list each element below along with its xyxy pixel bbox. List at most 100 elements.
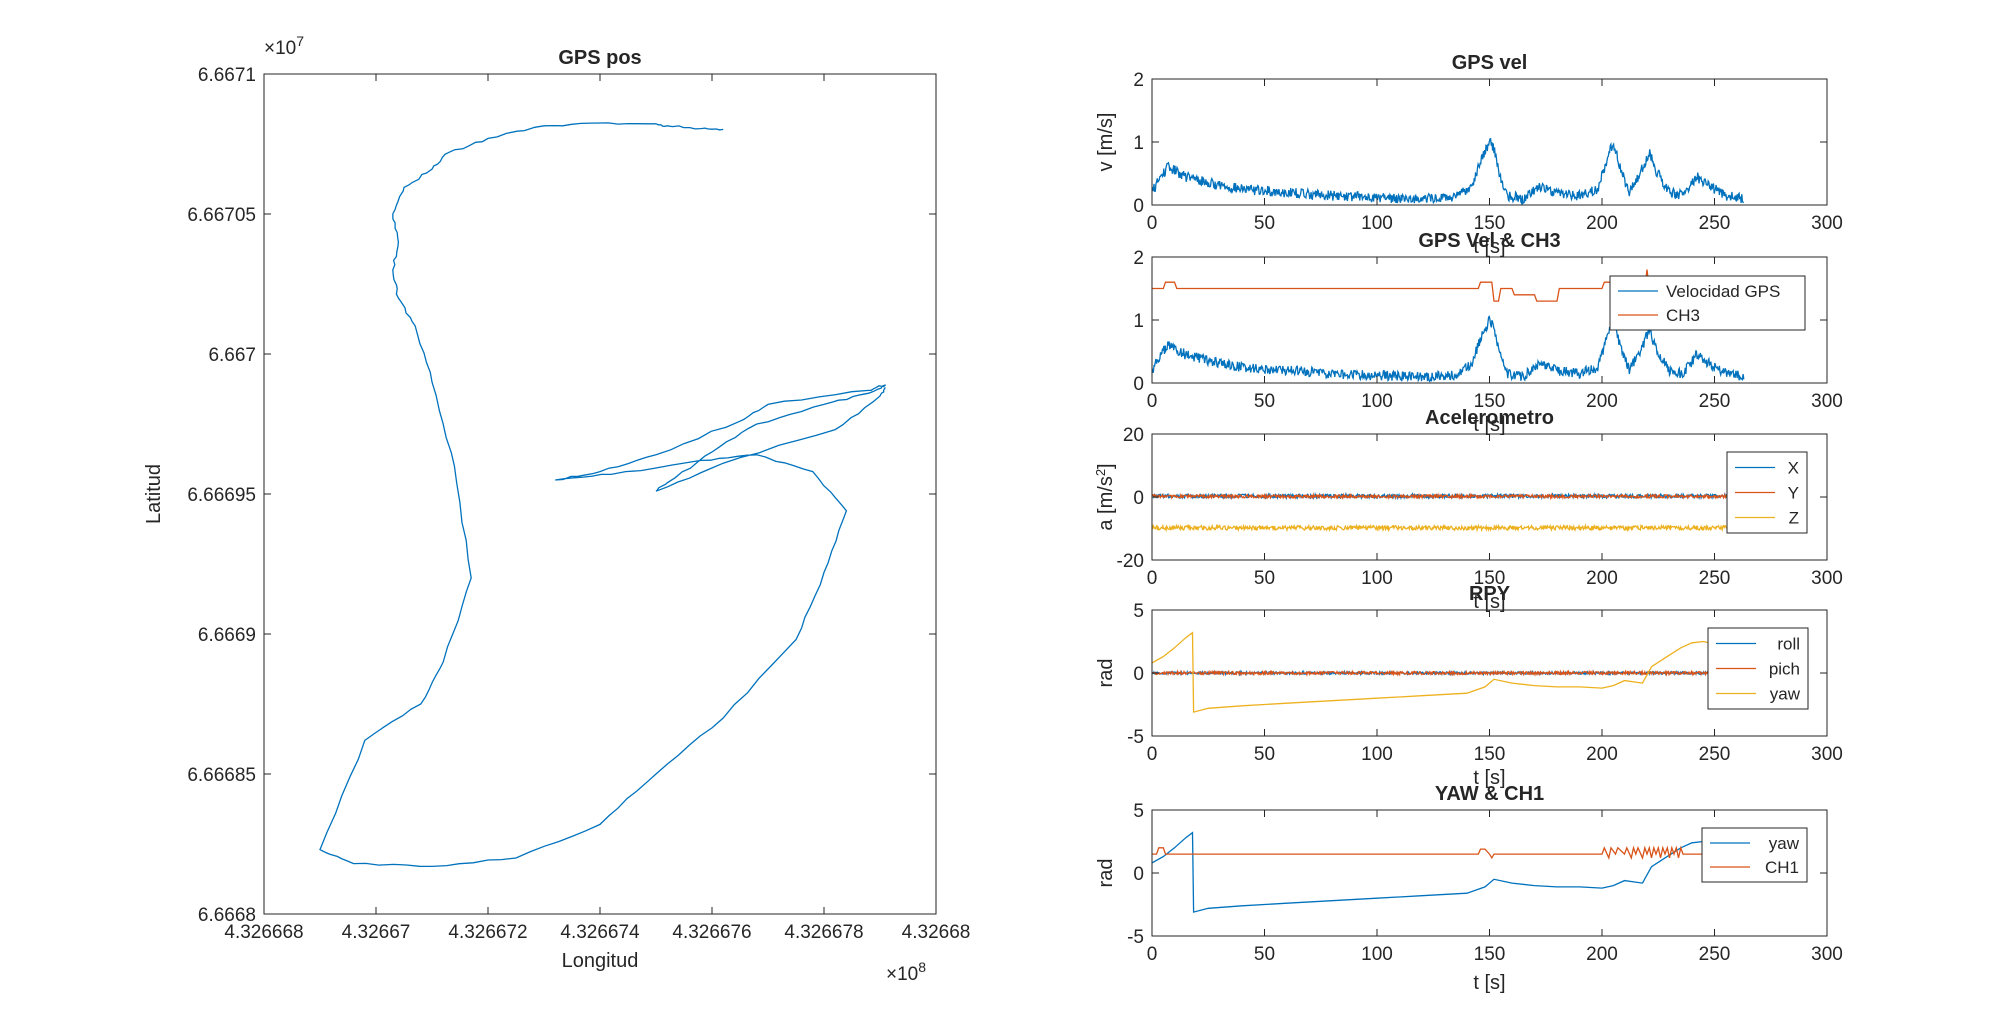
x-tick-label: 0 <box>1147 391 1158 412</box>
x-tick-label: 250 <box>1699 744 1731 765</box>
y-tick-label: 6.6669 <box>198 625 256 646</box>
x-tick-label: 200 <box>1586 391 1618 412</box>
x-tick-label: 100 <box>1361 944 1393 965</box>
x-tick-label: 200 <box>1586 213 1618 234</box>
series-line-yaw_ch1-0 <box>1152 831 1726 913</box>
legend-entry: Z <box>1789 509 1799 528</box>
series-line-acelerometro-1 <box>1152 492 1729 501</box>
chart-title: YAW & CH1 <box>1435 783 1544 805</box>
legend-yaw_ch1: yaw CH1 <box>1701 827 1808 883</box>
series-line-gps_pos-0 <box>319 122 887 868</box>
y-tick-label: 6.667 <box>208 345 256 366</box>
y-tick-label: 5 <box>1133 801 1144 822</box>
y-tick-label: 6.66685 <box>187 765 256 786</box>
series-line-yaw_ch1-1 <box>1152 845 1744 860</box>
y-exponent-label: ×107 <box>264 33 304 59</box>
x-tick-label: 150 <box>1474 568 1506 589</box>
x-axis-label: t [s] <box>1473 414 1505 436</box>
chart-title: Acelerometro <box>1425 407 1554 429</box>
x-tick-label: 100 <box>1361 744 1393 765</box>
x-exponent-label: ×108 <box>886 959 926 985</box>
legend-gps_vel_ch3: Velocidad GPS CH3 <box>1609 275 1806 331</box>
legend-rpy: roll pich yaw <box>1707 627 1809 710</box>
x-tick-label: 0 <box>1147 568 1158 589</box>
x-tick-label: 50 <box>1254 568 1275 589</box>
legend-entry: Velocidad GPS <box>1666 282 1780 301</box>
x-tick-label: 4.326676 <box>672 922 751 943</box>
x-tick-label: 4.326674 <box>560 922 640 943</box>
y-tick-label: 0 <box>1133 374 1144 395</box>
x-tick-label: 300 <box>1811 213 1843 234</box>
legend-box <box>1701 827 1808 883</box>
y-tick-label: -20 <box>1117 551 1144 572</box>
y-tick-label: 6.66695 <box>187 485 256 506</box>
legend-entry: CH1 <box>1765 858 1799 877</box>
series-line-rpy-1 <box>1152 669 1729 677</box>
y-tick-label: -5 <box>1127 927 1144 948</box>
x-tick-label: 0 <box>1147 213 1158 234</box>
series-line-gps_vel_ch3-0 <box>1152 315 1745 383</box>
legend-entry: pich <box>1769 660 1800 679</box>
series-line-rpy-2 <box>1152 631 1726 713</box>
chart-gps_pos: 4.326668 4.32667 4.326672 4.326674 4.326676 4… <box>143 33 970 985</box>
y-tick-label: 1 <box>1133 311 1144 332</box>
chart-title: GPS pos <box>558 47 641 69</box>
x-tick-label: 250 <box>1699 944 1731 965</box>
x-tick-label: 200 <box>1586 568 1618 589</box>
y-tick-label: 20 <box>1123 425 1144 446</box>
x-tick-label: 250 <box>1699 568 1731 589</box>
y-axis-label: Latitud <box>143 464 165 524</box>
x-tick-label: 50 <box>1254 391 1275 412</box>
x-tick-label: 250 <box>1699 213 1731 234</box>
y-tick-label: 2 <box>1133 248 1144 269</box>
x-tick-label: 4.326668 <box>224 922 303 943</box>
legend-entry: yaw <box>1769 834 1800 853</box>
y-tick-label: -5 <box>1127 727 1144 748</box>
series-line-acelerometro-2 <box>1152 523 1729 533</box>
x-tick-label: 150 <box>1474 391 1506 412</box>
x-tick-label: 4.326678 <box>784 922 863 943</box>
legend-entry: roll <box>1777 635 1800 654</box>
x-tick-label: 50 <box>1254 944 1275 965</box>
x-tick-label: 50 <box>1254 213 1275 234</box>
x-tick-label: 4.32668 <box>902 922 971 943</box>
legend-acelerometro: XYZ <box>1726 451 1808 534</box>
x-tick-label: 150 <box>1474 944 1506 965</box>
x-tick-label: 150 <box>1474 744 1506 765</box>
y-axis-label: rad <box>1095 859 1117 888</box>
y-tick-label: 2 <box>1133 70 1144 91</box>
y-axis-label: rad <box>1095 659 1117 688</box>
chart-title: GPS Vel & CH3 <box>1418 230 1560 252</box>
chart-title: RPY <box>1469 583 1511 605</box>
y-tick-label: 0 <box>1133 196 1144 217</box>
x-tick-label: 100 <box>1361 391 1393 412</box>
y-axis-label: v [m/s] <box>1095 113 1117 172</box>
legend-entry: yaw <box>1770 685 1801 704</box>
x-tick-label: 4.32667 <box>342 922 411 943</box>
legend-entry: CH3 <box>1666 306 1700 325</box>
x-axis-label: t [s] <box>1473 767 1505 789</box>
x-tick-label: 0 <box>1147 944 1158 965</box>
y-tick-label: 0 <box>1133 488 1144 509</box>
x-axis-label: t [s] <box>1473 236 1505 258</box>
axes-box-gps_pos <box>263 73 937 915</box>
y-tick-label: 6.6671 <box>198 65 256 86</box>
x-tick-label: 200 <box>1586 744 1618 765</box>
x-tick-label: 150 <box>1474 213 1506 234</box>
y-tick-label: 6.6668 <box>198 905 256 926</box>
x-tick-label: 50 <box>1254 744 1275 765</box>
chart-gps_vel: 0 50 100 150 200 250 300 0 1 2 GPS vel t [s] v [m/s] <box>1095 52 1843 258</box>
series-line-gps_vel-0 <box>1152 137 1744 205</box>
x-tick-label: 300 <box>1811 568 1843 589</box>
y-axis-label: a [m/s2] <box>1093 463 1118 530</box>
legend-entry: Y <box>1788 484 1799 503</box>
y-tick-label: 0 <box>1133 864 1144 885</box>
y-tick-label: 6.66705 <box>187 205 256 226</box>
x-tick-label: 100 <box>1361 213 1393 234</box>
x-axis-label: t [s] <box>1473 591 1505 613</box>
chart-title: GPS vel <box>1452 52 1528 74</box>
